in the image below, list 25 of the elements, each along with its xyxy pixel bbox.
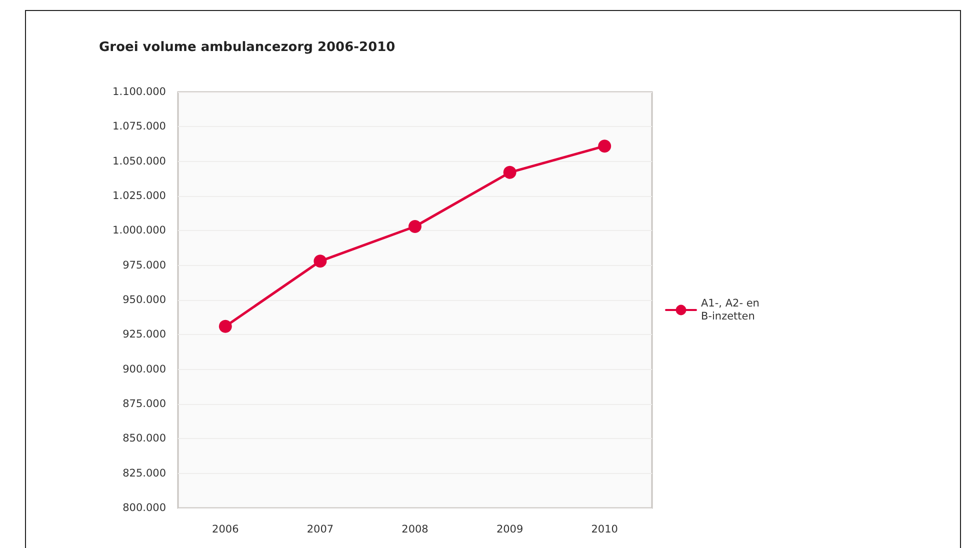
- y-tick-label: 1.075.000: [112, 120, 166, 133]
- y-tick-label: 950.000: [122, 294, 166, 306]
- y-tick-label: 850.000: [122, 432, 166, 445]
- y-tick-label: 875.000: [122, 398, 166, 410]
- y-tick-label: 975.000: [122, 259, 166, 272]
- point: [314, 254, 327, 268]
- point: [598, 140, 612, 153]
- point: [503, 166, 516, 179]
- y-tick-label: 800.000: [122, 502, 166, 514]
- y-tick-label: 1.100.000: [112, 86, 166, 98]
- y-tick-label: 900.000: [122, 363, 166, 376]
- point: [218, 320, 232, 333]
- x-tick-label: 2006: [212, 524, 240, 536]
- x-tick-label: 2007: [306, 524, 334, 536]
- legend-label: A1-, A2- en B-inzetten: [701, 298, 763, 322]
- y-tick-label: 1.000.000: [112, 224, 166, 237]
- x-tick-label: 2008: [402, 524, 428, 536]
- x-tick-label: 2009: [496, 524, 524, 536]
- chart-title: Groei volume ambulancezorg 2006-2010: [99, 40, 396, 55]
- y-tick-label: 925.000: [122, 328, 166, 341]
- point: [408, 220, 422, 234]
- y-tick-label: 1.025.000: [112, 190, 166, 202]
- x-tick-label: 2010: [591, 524, 618, 536]
- y-tick-label: 1.050.000: [112, 155, 166, 168]
- y-tick-label: 825.000: [122, 467, 166, 480]
